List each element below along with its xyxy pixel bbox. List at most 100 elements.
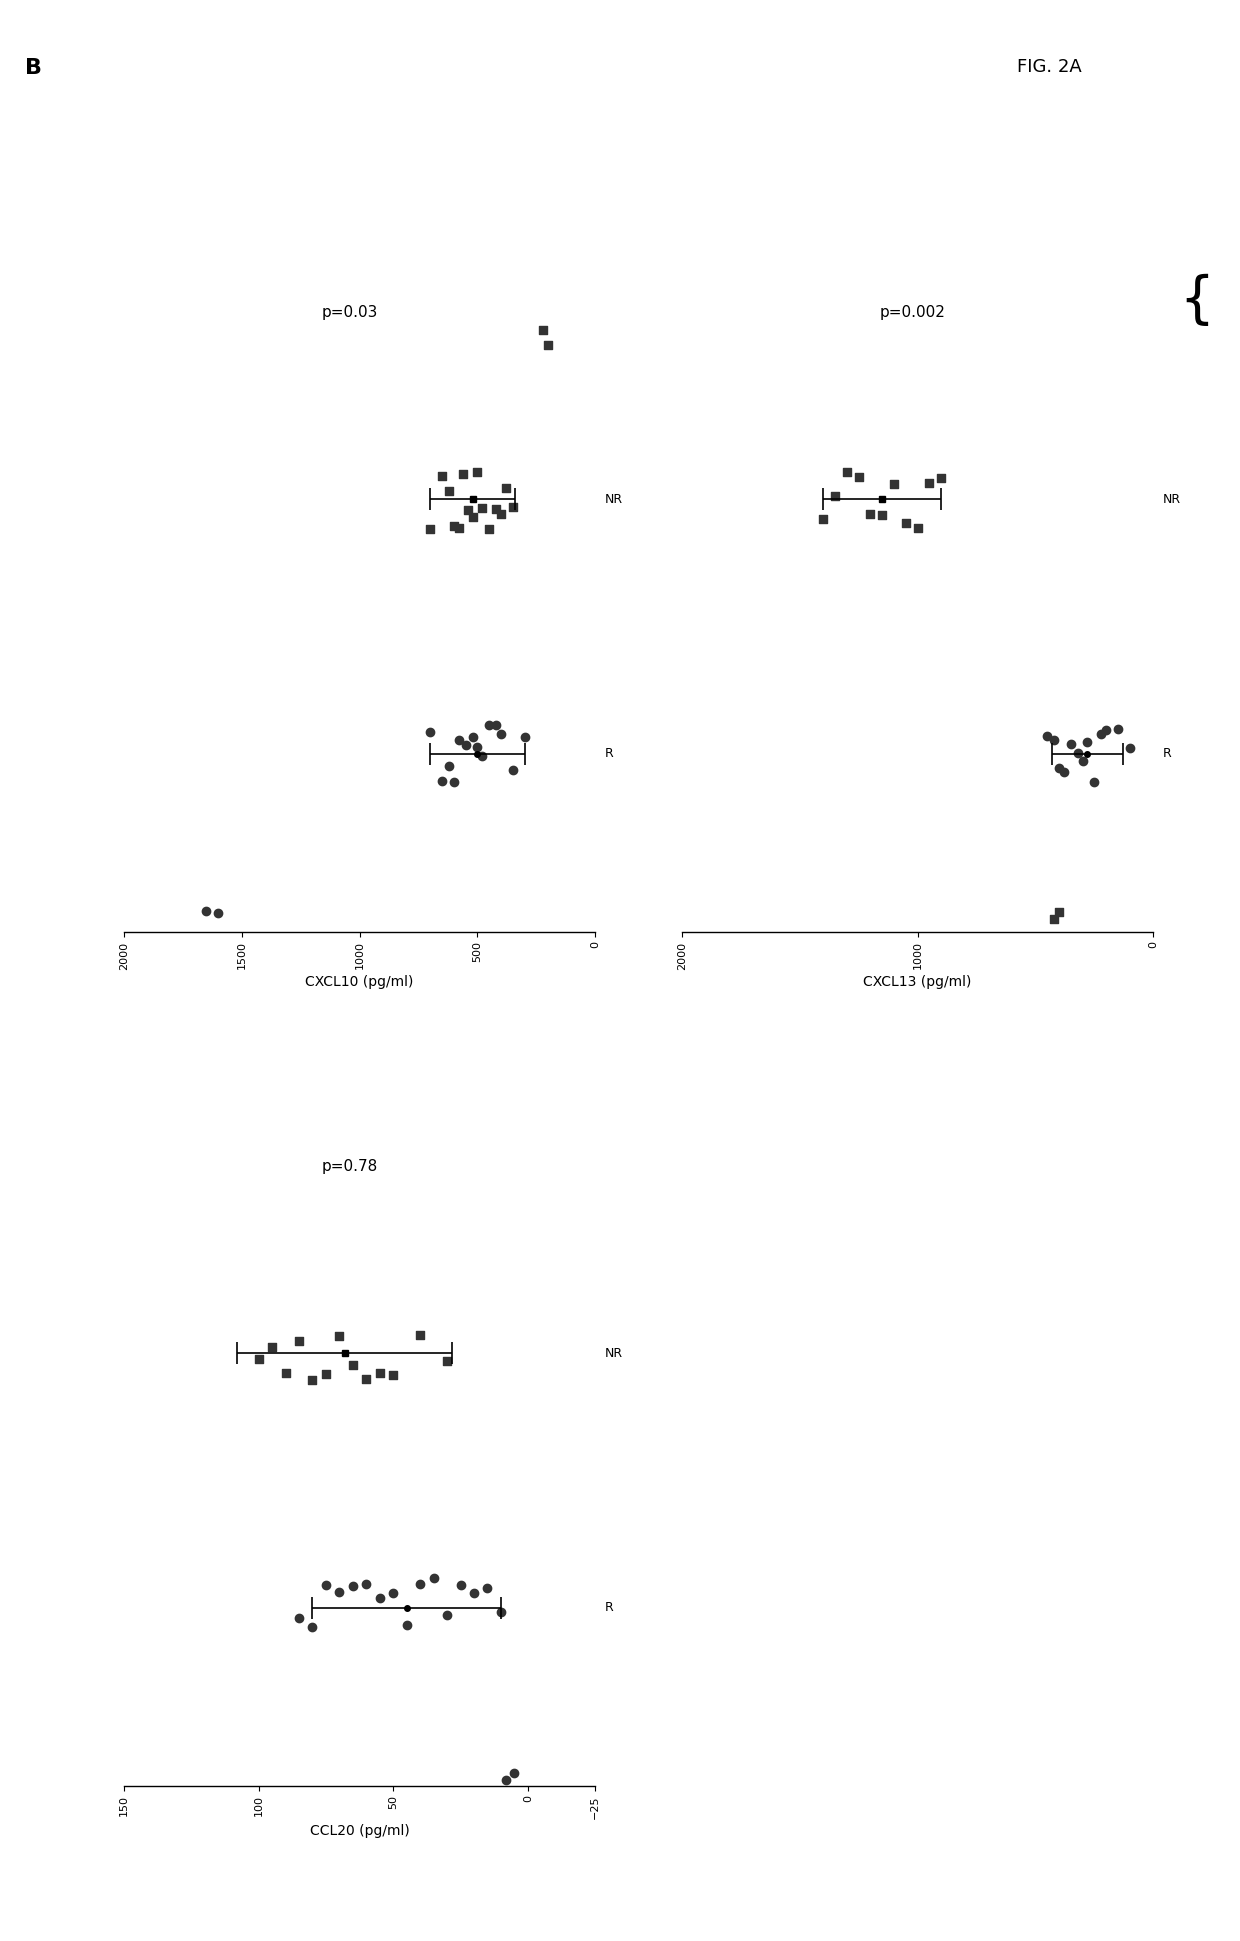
Point (533, 314, 553, 345)
Point (343, 1570, 363, 1601)
Point (410, 1568, 430, 1599)
Point (432, 765, 451, 796)
Text: }: } (1167, 270, 1203, 324)
Point (502, 491, 522, 522)
Point (450, 1570, 470, 1601)
Point (449, 724, 469, 755)
Text: B: B (25, 58, 42, 78)
Point (1096, 714, 1116, 745)
Point (438, 1599, 458, 1630)
Point (1061, 728, 1081, 759)
Text: NR: NR (1163, 493, 1180, 507)
Point (356, 1363, 376, 1394)
Text: R: R (1163, 747, 1172, 761)
Point (208, 897, 228, 928)
Point (330, 1576, 350, 1607)
Point (496, 474, 516, 505)
Point (826, 479, 846, 510)
Text: NR: NR (605, 1347, 622, 1361)
Point (496, 1764, 516, 1795)
Point (330, 1320, 350, 1351)
Point (1044, 724, 1064, 755)
Point (1073, 745, 1092, 776)
Point (464, 1578, 484, 1609)
Point (303, 1365, 322, 1396)
Point (397, 1609, 417, 1640)
Point (249, 1343, 269, 1374)
Point (479, 514, 498, 545)
Point (931, 462, 951, 493)
Point (1037, 720, 1056, 751)
Point (477, 1572, 497, 1603)
Point (438, 1345, 458, 1376)
Point (275, 1357, 295, 1388)
Point (861, 499, 880, 530)
Point (463, 722, 482, 753)
Point (1049, 897, 1069, 928)
Point (515, 722, 534, 753)
Point (455, 730, 475, 761)
Point (479, 708, 498, 740)
Point (884, 468, 904, 499)
Point (370, 1582, 389, 1613)
Point (424, 1563, 444, 1594)
Text: p=0.03: p=0.03 (322, 305, 378, 320)
Point (1120, 734, 1140, 765)
Point (837, 456, 857, 487)
Point (262, 1332, 281, 1363)
Point (1049, 751, 1069, 782)
Point (458, 495, 477, 526)
Text: p=0.78: p=0.78 (322, 1159, 378, 1174)
Point (467, 456, 487, 487)
Point (343, 1349, 363, 1380)
Point (491, 499, 511, 530)
Point (316, 1359, 336, 1390)
Point (895, 507, 915, 538)
Point (491, 718, 511, 749)
Point (908, 512, 928, 543)
Point (444, 767, 464, 798)
Point (316, 1570, 336, 1601)
Point (439, 751, 459, 782)
Point (486, 710, 506, 741)
Point (505, 1757, 525, 1788)
Point (289, 1603, 309, 1634)
Point (196, 895, 216, 926)
X-axis label: CXCL10 (pg/ml): CXCL10 (pg/ml) (305, 974, 414, 990)
Point (303, 1611, 322, 1642)
Point (370, 1359, 389, 1390)
Point (467, 732, 487, 763)
Point (289, 1326, 309, 1357)
Point (420, 716, 440, 747)
Point (432, 460, 451, 491)
X-axis label: CXCL13 (pg/ml): CXCL13 (pg/ml) (863, 974, 972, 990)
Point (848, 462, 868, 493)
Point (383, 1359, 403, 1390)
Point (1078, 726, 1097, 757)
Point (454, 458, 474, 489)
Point (486, 493, 506, 524)
Point (410, 1320, 430, 1351)
Point (383, 1578, 403, 1609)
Point (538, 330, 558, 361)
Point (472, 741, 492, 773)
X-axis label: CCL20 (pg/ml): CCL20 (pg/ml) (310, 1825, 409, 1838)
Point (1109, 714, 1128, 745)
Point (439, 476, 459, 507)
Point (1084, 767, 1104, 798)
Text: NR: NR (605, 493, 622, 507)
Point (873, 499, 893, 530)
Text: R: R (605, 747, 614, 761)
Point (919, 468, 940, 499)
Point (1068, 738, 1087, 769)
Point (502, 755, 522, 786)
Text: p=0.002: p=0.002 (880, 305, 946, 320)
Point (356, 1568, 376, 1599)
Text: FIG. 2A: FIG. 2A (1017, 58, 1081, 76)
Point (1054, 757, 1074, 788)
Point (491, 1597, 511, 1628)
Point (1044, 905, 1064, 936)
Point (472, 493, 492, 524)
Point (813, 503, 833, 534)
Point (463, 501, 482, 532)
